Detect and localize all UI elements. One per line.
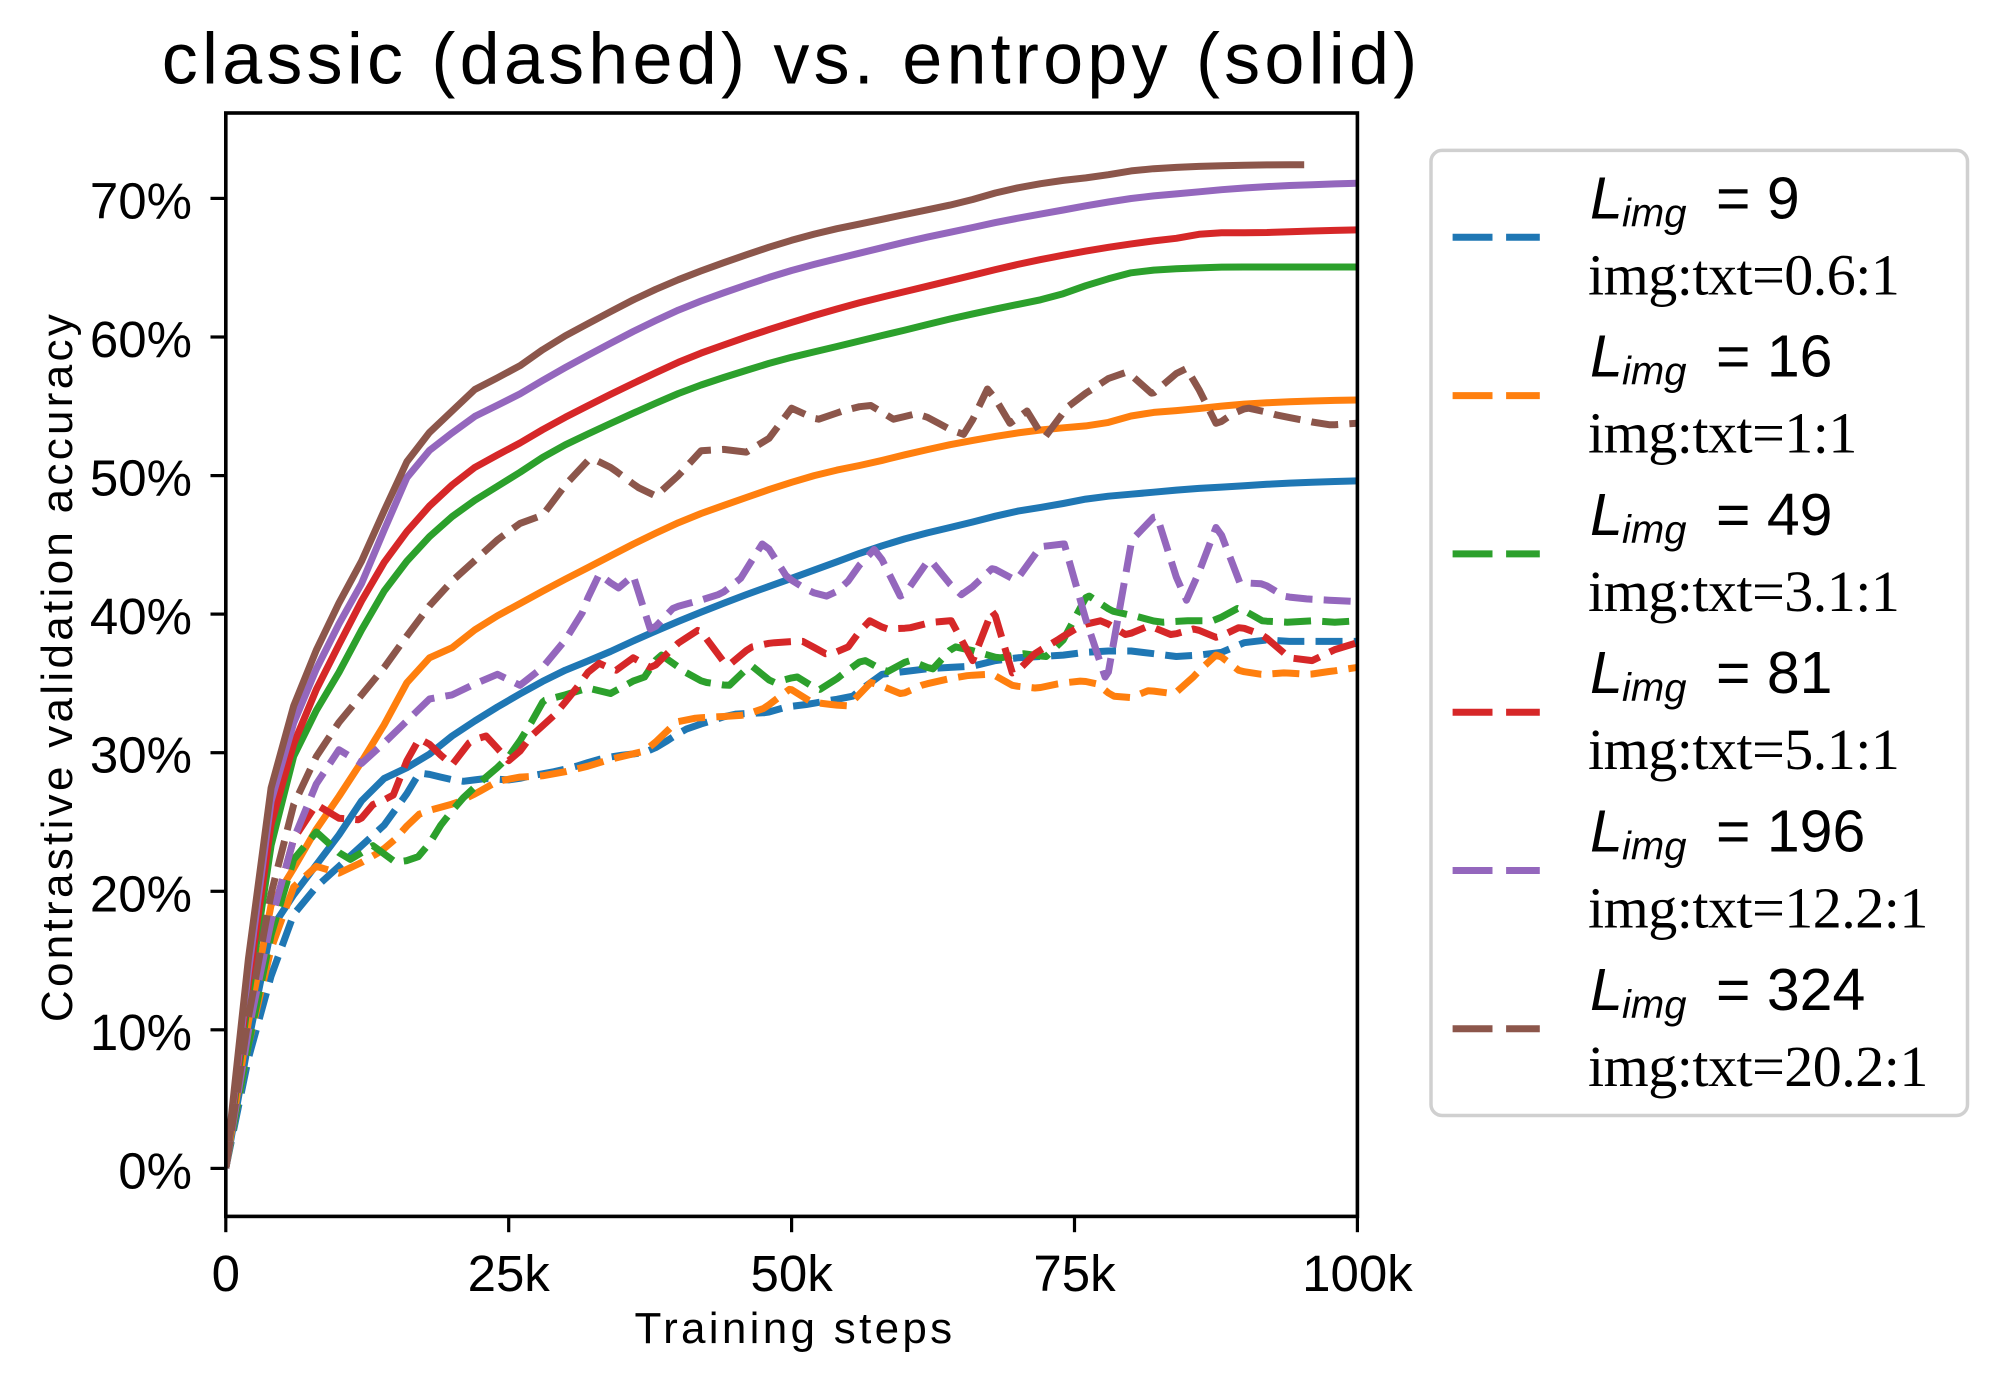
svg-text:40%: 40%: [90, 588, 192, 645]
svg-text:Limg= 49: Limg = 49: [1590, 482, 1832, 552]
svg-text:Contrastive validation accurac: Contrastive validation accuracy: [33, 311, 82, 1022]
svg-text:50%: 50%: [90, 450, 192, 507]
svg-text:classic (dashed) vs. entropy (: classic (dashed) vs. entropy (solid): [162, 20, 1422, 100]
svg-text:Limg= 81: Limg = 81: [1590, 640, 1832, 710]
svg-text:25k: 25k: [468, 1245, 551, 1302]
svg-text:img:txt=20.2:1: img:txt=20.2:1: [1588, 1034, 1928, 1099]
svg-text:Limg= 9: Limg = 9: [1590, 165, 1800, 235]
svg-text:30%: 30%: [90, 727, 192, 784]
svg-text:0: 0: [212, 1245, 240, 1302]
svg-text:Limg= 324: Limg = 324: [1590, 957, 1865, 1027]
svg-text:100k: 100k: [1302, 1245, 1413, 1302]
svg-text:60%: 60%: [90, 311, 192, 368]
svg-text:img:txt=5.1:1: img:txt=5.1:1: [1588, 717, 1899, 782]
svg-text:img:txt=0.6:1: img:txt=0.6:1: [1588, 242, 1899, 307]
svg-text:50k: 50k: [750, 1245, 833, 1302]
svg-text:img:txt=3.1:1: img:txt=3.1:1: [1588, 559, 1899, 624]
svg-text:70%: 70%: [90, 172, 192, 229]
svg-text:10%: 10%: [90, 1004, 192, 1061]
svg-text:img:txt=12.2:1: img:txt=12.2:1: [1588, 876, 1928, 941]
svg-text:75k: 75k: [1033, 1245, 1116, 1302]
svg-text:Limg= 196: Limg = 196: [1590, 799, 1865, 869]
svg-text:img:txt=1:1: img:txt=1:1: [1588, 401, 1857, 466]
svg-text:Training steps: Training steps: [635, 1304, 956, 1353]
svg-text:20%: 20%: [90, 865, 192, 922]
svg-text:Limg= 16: Limg = 16: [1590, 324, 1832, 394]
svg-text:0%: 0%: [118, 1142, 192, 1199]
